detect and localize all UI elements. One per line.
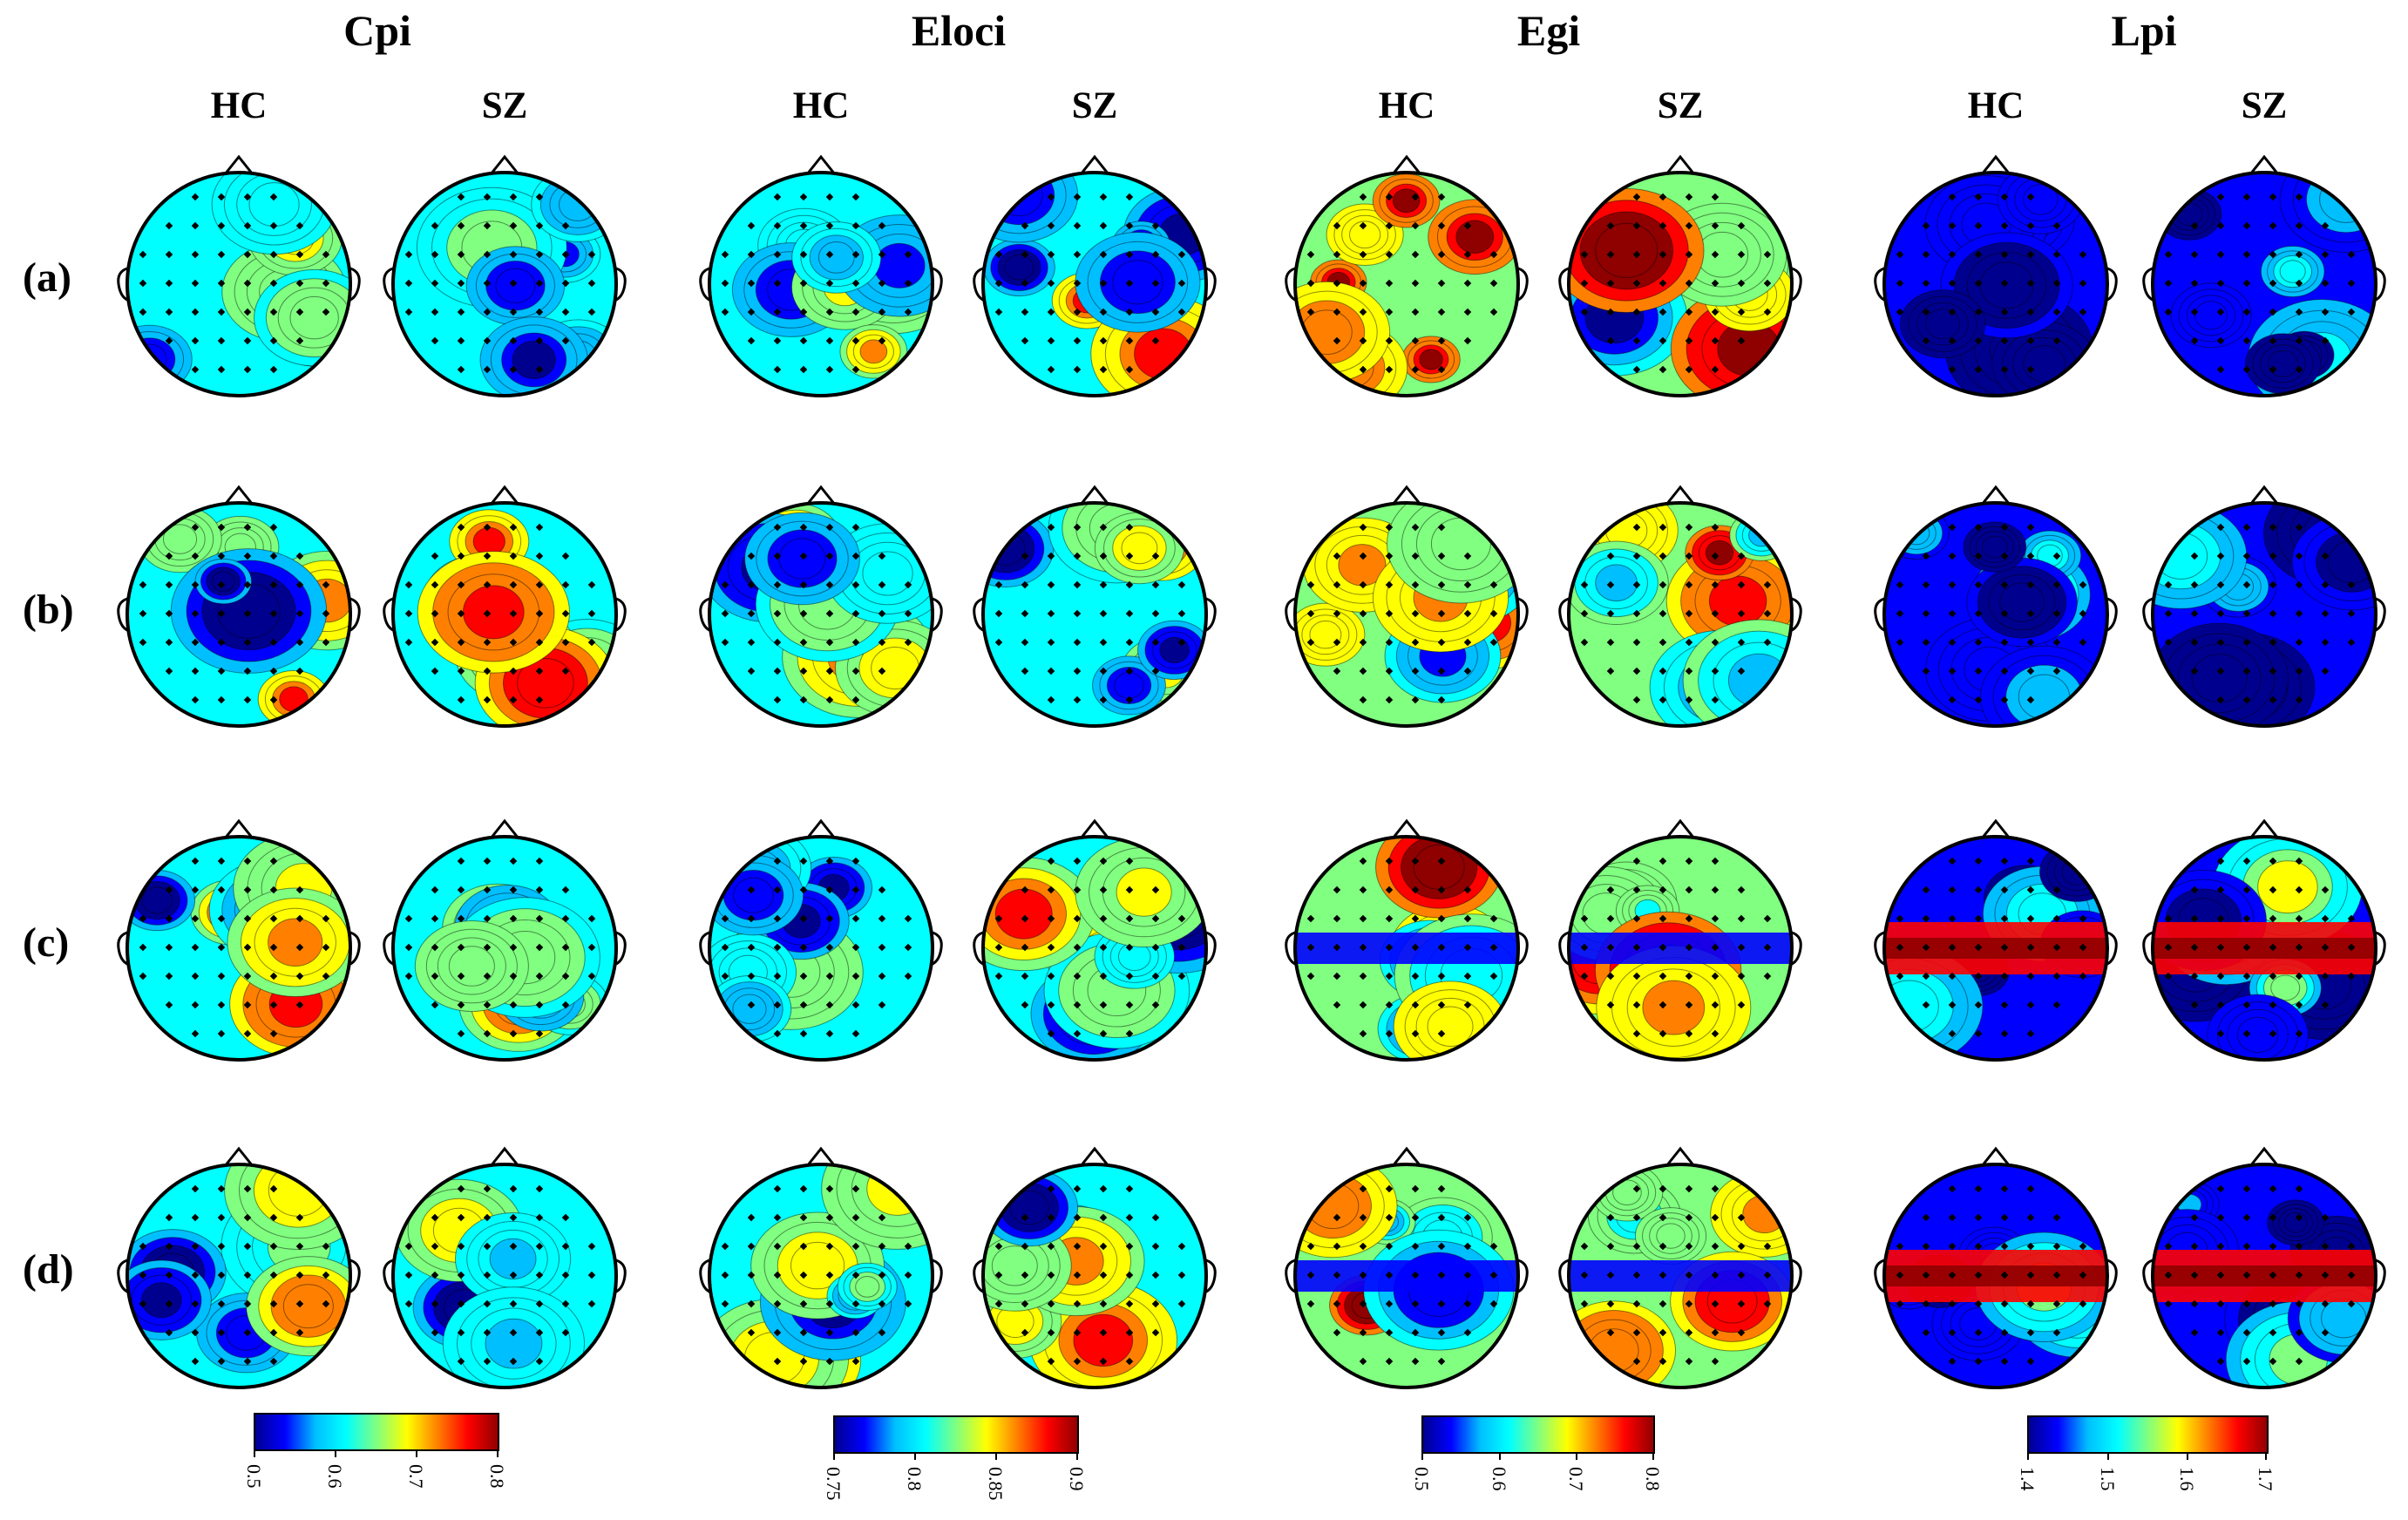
topomap-2-3 [973, 818, 1217, 1062]
topomap-2-0 [117, 818, 361, 1062]
topomap-3-0 [117, 1146, 361, 1389]
tick-label-egi-0: 0.5 [1411, 1467, 1433, 1491]
topomap-2-4 [1285, 818, 1529, 1062]
row-label-d: (d) [23, 1246, 74, 1293]
topomap-2-7 [2142, 818, 2386, 1062]
group-label-eloci-hc: HC [793, 85, 850, 126]
colorbar-egi [1421, 1415, 1655, 1454]
colorbar-ticks-egi [1421, 1453, 1654, 1460]
colorbar-cpi [254, 1413, 499, 1451]
topomap-1-0 [117, 485, 361, 728]
tick-label-eloci-3: 0.9 [1066, 1467, 1088, 1491]
group-label-lpi-sz: SZ [2242, 85, 2288, 126]
topomap-0-1 [383, 154, 627, 397]
topomap-1-7 [2142, 485, 2386, 728]
topomap-3-5 [1558, 1146, 1802, 1389]
colorbar-ticks-cpi [254, 1450, 499, 1457]
tick-label-lpi-1: 1.5 [2097, 1467, 2119, 1491]
tick-label-cpi-1: 0.6 [324, 1464, 346, 1489]
topomap-0-2 [699, 154, 943, 397]
group-label-eloci-sz: SZ [1072, 85, 1118, 126]
tick-label-lpi-2: 1.6 [2176, 1467, 2198, 1491]
topomap-1-5 [1558, 485, 1802, 728]
topomap-0-6 [1874, 154, 2118, 397]
metric-title-egi: Egi [1517, 6, 1580, 55]
metric-title-eloci: Eloci [912, 6, 1006, 55]
topomap-0-4 [1285, 154, 1529, 397]
tick-label-eloci-1: 0.8 [904, 1467, 926, 1491]
topomap-2-2 [699, 818, 943, 1062]
group-label-cpi-sz: SZ [482, 85, 528, 126]
topomap-0-7 [2142, 154, 2386, 397]
topomap-3-6 [1874, 1146, 2118, 1389]
topomap-2-5 [1558, 818, 1802, 1062]
topomap-1-2 [699, 485, 943, 728]
topomap-3-4 [1285, 1146, 1529, 1389]
colorbar-ticks-eloci [833, 1453, 1078, 1460]
tick-label-eloci-2: 0.85 [985, 1467, 1007, 1501]
colorbar-lpi [2027, 1415, 2269, 1454]
row-label-c: (c) [23, 919, 69, 966]
tick-label-eloci-0: 0.75 [823, 1467, 844, 1501]
topomap-1-1 [383, 485, 627, 728]
topomap-0-5 [1558, 154, 1802, 397]
topomap-2-6 [1874, 818, 2118, 1062]
group-label-egi-sz: SZ [1658, 85, 1704, 126]
colorbar-ticks-lpi [2027, 1453, 2267, 1460]
colorbar-eloci [833, 1415, 1079, 1454]
topomap-3-1 [383, 1146, 627, 1389]
tick-label-cpi-3: 0.8 [486, 1464, 508, 1489]
topomap-1-4 [1285, 485, 1529, 728]
group-label-cpi-hc: HC [211, 85, 268, 126]
topomap-3-2 [699, 1146, 943, 1389]
tick-label-egi-2: 0.7 [1565, 1467, 1587, 1491]
topomap-0-0 [117, 154, 361, 397]
topomap-3-7 [2142, 1146, 2386, 1389]
metric-title-lpi: Lpi [2111, 6, 2176, 55]
group-label-lpi-hc: HC [1968, 85, 2025, 126]
row-label-b: (b) [23, 587, 74, 633]
topomap-3-3 [973, 1146, 1217, 1389]
tick-label-lpi-0: 1.4 [2017, 1467, 2038, 1491]
topomap-1-3 [973, 485, 1217, 728]
row-label-a: (a) [23, 254, 71, 301]
topomap-grid [117, 154, 2386, 1389]
tick-label-egi-3: 0.8 [1642, 1467, 1664, 1491]
tick-label-cpi-2: 0.7 [405, 1464, 427, 1489]
tick-label-egi-1: 0.6 [1489, 1467, 1510, 1491]
topomap-0-3 [973, 154, 1217, 397]
tick-label-lpi-3: 1.7 [2255, 1467, 2276, 1491]
topomap-2-1 [383, 818, 627, 1062]
group-label-egi-hc: HC [1379, 85, 1435, 126]
topomap-1-6 [1874, 485, 2118, 728]
metric-title-cpi: Cpi [343, 6, 411, 55]
tick-label-cpi-0: 0.5 [243, 1464, 265, 1489]
